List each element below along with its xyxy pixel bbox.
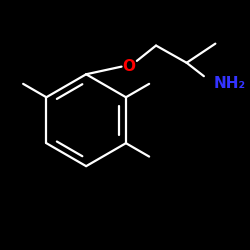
Text: NH₂: NH₂: [214, 76, 246, 91]
Text: O: O: [123, 59, 136, 74]
